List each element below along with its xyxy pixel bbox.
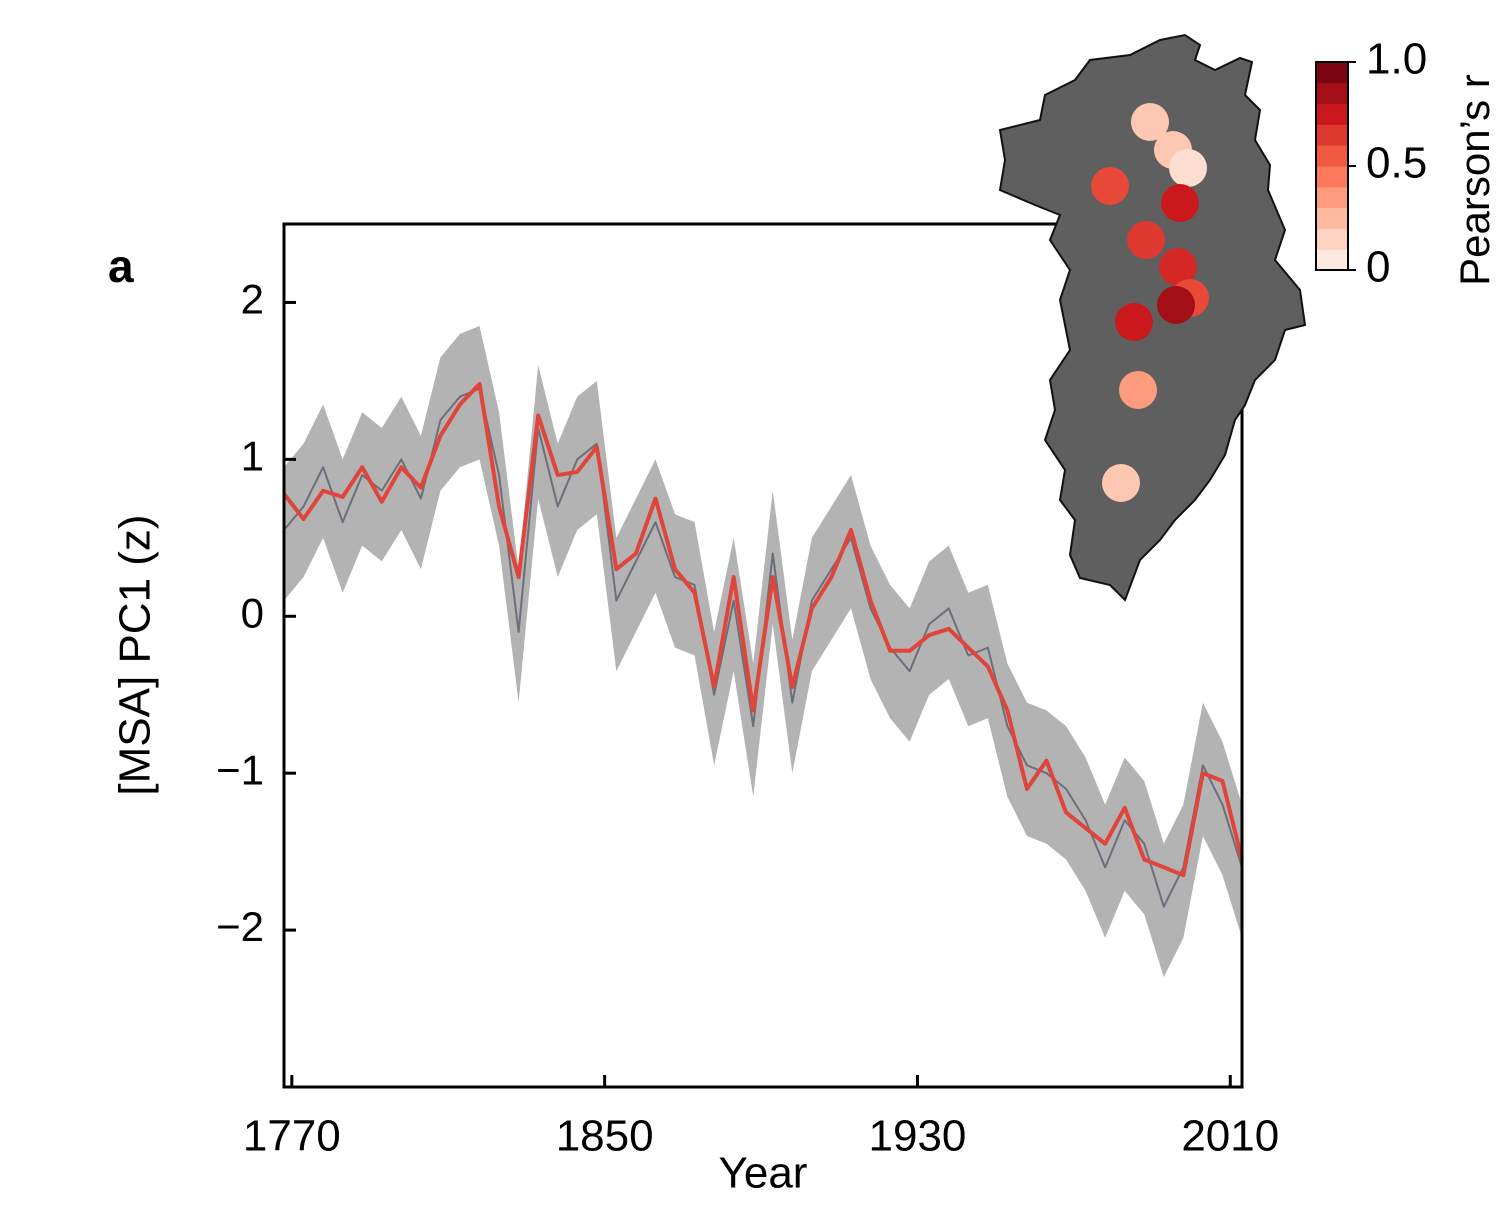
x-tick-label: 1930 [869,1112,967,1161]
site-dot [1131,103,1169,141]
colorbar-tick-label: 1.0 [1366,35,1427,84]
inset: 0 0.5 1.0 Pearson’s r [1091,35,1498,502]
colorbar-step [1316,228,1348,250]
colorbar-tick-label: 0 [1366,243,1390,292]
panel-label: a [108,240,134,292]
y-axis-label: [MSA] PC1 (z) [111,514,160,795]
site-dot [1159,248,1197,286]
plot-frame [282,222,1244,1089]
colorbar-step [1316,207,1348,229]
series-line [282,382,1244,878]
x-axis-label: Year [719,1149,808,1198]
site-dot [1127,221,1165,259]
site-dot [1115,303,1153,341]
site-dot [1091,167,1129,205]
colorbar-step [1316,145,1348,167]
colorbar-step [1316,62,1348,84]
greenland-map [998,33,1307,602]
site-dot [1119,371,1157,409]
colorbar-step [1316,82,1348,105]
colorbar-tick-label: 0.5 [1366,139,1427,188]
x-tick-label: 1850 [556,1112,654,1161]
x-tick-label: 2010 [1181,1112,1279,1161]
colorbar-step [1316,124,1348,146]
colorbar-step [1316,186,1348,209]
x-tick-label: 1770 [243,1112,341,1161]
y-tick-label: −2 [216,903,264,950]
colorbar-label: Pearson’s r [1451,74,1498,286]
colorbar-step [1316,103,1348,125]
y-tick-label: 0 [241,589,264,636]
site-dot [1157,286,1195,324]
y-tick-label: −1 [216,746,264,793]
plot-area: −2 −1 0 1 2 1770 1850 1930 2010 [216,222,1279,1161]
site-dot [1161,184,1199,222]
y-tick-label: 2 [241,276,264,323]
site-dot [1102,464,1140,502]
site-dot [1169,149,1207,187]
colorbar-step [1316,166,1348,188]
colorbar-step [1316,249,1348,271]
y-tick-label: 1 [241,432,264,479]
